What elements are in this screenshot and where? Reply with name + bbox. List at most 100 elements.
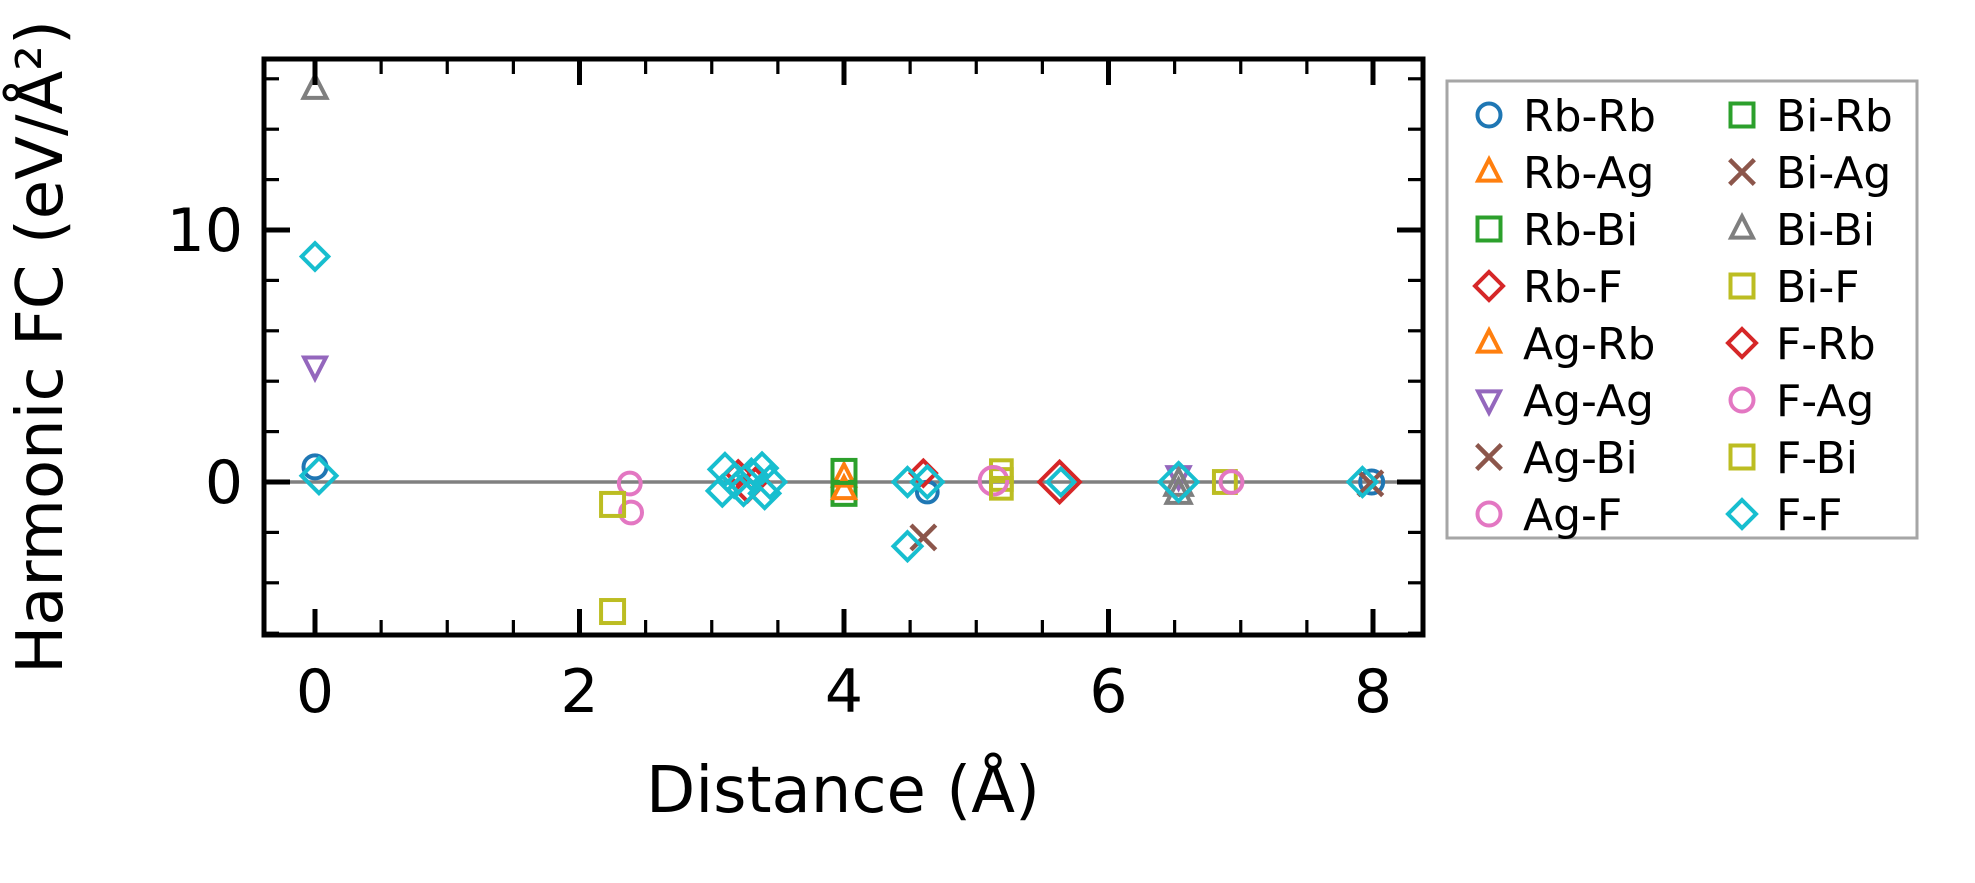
triangle-up-marker-shape: [1727, 211, 1757, 240]
x-tick-label: 2: [560, 657, 598, 727]
square-marker-icon: [830, 457, 858, 485]
x-tick-label: 6: [1089, 657, 1127, 727]
data-point-bi-f: [599, 490, 627, 518]
y-tick-label: 0: [205, 448, 243, 518]
data-point-f-f: [1044, 465, 1078, 499]
legend-item-label: Bi-Rb: [1776, 91, 1893, 142]
data-point-f-f: [1345, 465, 1380, 499]
circle-marker-icon: [1728, 386, 1756, 414]
data-point-bi-f: [599, 598, 627, 626]
data-point-f-f: [890, 529, 925, 564]
legend-item-rb-rb: Rb-Rb: [1475, 91, 1656, 142]
data-point-f-f: [1156, 460, 1201, 504]
legend-item-rb-f: Rb-F: [1472, 262, 1623, 313]
data-point-rb-rb: [301, 453, 329, 481]
data-point-ag-bi: [909, 523, 938, 552]
diamond-marker-icon: [1036, 458, 1083, 506]
circle-marker-icon: [1218, 469, 1245, 495]
square-marker-shape: [1728, 443, 1756, 471]
square-marker-icon: [1728, 101, 1756, 129]
data-point-ag-ag: [300, 355, 330, 384]
square-marker-icon: [599, 598, 627, 626]
y-axis-label: Harmonic FC (eV/Å²): [2, 20, 78, 674]
x-tick-label: 4: [825, 657, 863, 727]
triangle-up-marker-icon: [1727, 211, 1757, 240]
legend-item-f-f: F-F: [1725, 490, 1843, 541]
diamond-marker-icon: [1156, 460, 1201, 504]
data-point-f-f: [747, 475, 783, 511]
data-point-rb-ag: [829, 459, 859, 488]
data-point-ag-f: [616, 470, 643, 497]
axes-spines: [261, 56, 1426, 638]
legend-item-label: Rb-F: [1523, 262, 1623, 313]
circle-marker-icon: [616, 470, 643, 497]
square-marker-icon: [989, 475, 1014, 501]
legend-item-rb-ag: Rb-Ag: [1474, 148, 1654, 199]
circle-marker-shape: [1475, 101, 1503, 129]
x-tick-label: 8: [1354, 657, 1392, 727]
square-marker-shape: [1728, 101, 1756, 129]
data-point-rb-f: [1036, 458, 1083, 506]
diamond-marker-icon: [1725, 497, 1759, 531]
x-marker-icon: [1356, 469, 1385, 498]
legend-item-bi-rb: Bi-Rb: [1728, 91, 1893, 142]
circle-marker-icon: [1475, 101, 1503, 129]
data-point-f-bi: [989, 475, 1014, 501]
circle-marker-icon: [977, 464, 1010, 497]
data-point-bi-bi: [1162, 464, 1195, 497]
legend-item-ag-f: Ag-F: [1475, 490, 1622, 541]
diamond-marker-icon: [1044, 465, 1078, 499]
data-point-bi-rb: [830, 457, 858, 485]
legend-item-bi-f: Bi-F: [1728, 262, 1860, 313]
triangle-up-marker-shape: [1474, 154, 1504, 183]
legend-item-label: Ag-Rb: [1523, 319, 1655, 370]
diamond-marker-icon: [1345, 465, 1380, 499]
legend-item-label: Bi-Ag: [1776, 148, 1891, 199]
diamond-marker-icon: [751, 463, 789, 501]
data-point-bi-bi: [300, 71, 330, 100]
legend-item-label: F-F: [1776, 490, 1843, 541]
diamond-marker-icon: [1725, 326, 1759, 360]
legend-item-f-rb: F-Rb: [1725, 319, 1876, 370]
triangle-up-marker-icon: [1474, 325, 1504, 354]
diamond-marker-icon: [909, 463, 946, 501]
legend-item-ag-rb: Ag-Rb: [1474, 319, 1655, 370]
square-marker-icon: [599, 490, 627, 518]
triangle-up-marker-icon: [1162, 464, 1195, 497]
diamond-marker-shape: [1725, 497, 1759, 531]
legend-item-f-ag: F-Ag: [1728, 376, 1874, 427]
triangle-down-marker-icon: [1474, 389, 1504, 418]
legend-item-label: F-Bi: [1776, 433, 1858, 484]
circle-marker-shape: [1475, 500, 1503, 528]
triangle-up-marker-icon: [1474, 154, 1504, 183]
diamond-marker-icon: [298, 455, 340, 497]
x-marker-icon: [1475, 443, 1503, 471]
triangle-down-marker-icon: [300, 355, 330, 384]
x-marker-shape: [1475, 443, 1503, 471]
legend-box: [1445, 79, 1919, 540]
legend-item-label: Ag-Bi: [1523, 433, 1638, 484]
legend-item-label: Ag-F: [1523, 490, 1622, 541]
square-marker-icon: [1728, 443, 1756, 471]
triangle-down-marker-shape: [1474, 389, 1504, 418]
legend-item-label: Rb-Ag: [1523, 148, 1654, 199]
legend-item-rb-bi: Rb-Bi: [1475, 205, 1638, 256]
square-marker-shape: [1475, 215, 1503, 243]
diamond-marker-icon: [1472, 269, 1506, 303]
diamond-marker-icon: [890, 529, 925, 564]
legend-item-bi-bi: Bi-Bi: [1727, 205, 1875, 256]
legend-item-label: Rb-Rb: [1523, 91, 1656, 142]
triangle-up-marker-icon: [829, 472, 859, 501]
legend-item-ag-bi: Ag-Bi: [1475, 433, 1638, 484]
x-marker-icon: [909, 523, 938, 552]
x-axis-label: Distance (Å): [646, 752, 1040, 828]
data-point-f-f: [298, 455, 340, 497]
x-marker-icon: [1728, 158, 1756, 186]
circle-marker-icon: [618, 499, 645, 526]
data-point-f-ag: [1218, 469, 1245, 495]
diamond-marker-shape: [1725, 326, 1759, 360]
legend-item-label: Bi-Bi: [1776, 205, 1875, 256]
diamond-marker-shape: [1472, 269, 1506, 303]
legend-item-label: Ag-Ag: [1523, 376, 1654, 427]
